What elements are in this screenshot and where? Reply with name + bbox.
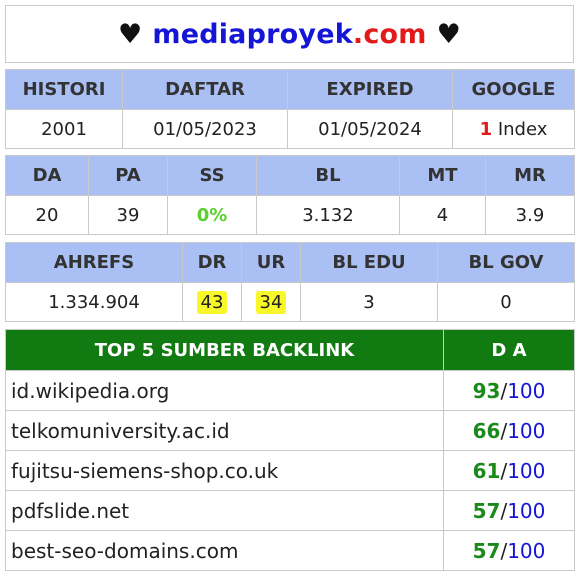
header-ahrefs: AHREFS — [5, 242, 183, 283]
value-dr: 43 — [182, 282, 242, 322]
backlink-da: 93/100 — [443, 370, 575, 411]
history-value-row: 2001 01/05/2023 01/05/2024 1 Index — [5, 109, 575, 149]
backlink-da: 61/100 — [443, 450, 575, 491]
ahrefs-table: AHREFS DR UR BL EDU BL GOV 1.334.904 43 … — [5, 242, 575, 322]
value-bl: 3.132 — [256, 195, 400, 235]
metrics-header-row: DA PA SS BL MT MR — [5, 155, 575, 196]
value-histori: 2001 — [5, 109, 123, 149]
header-mt: MT — [399, 155, 486, 196]
da-separator: / — [500, 378, 508, 403]
value-pa: 39 — [88, 195, 168, 235]
header-bl-gov: BL GOV — [437, 242, 575, 283]
heart-icon: ♥ — [436, 18, 462, 50]
top-backlinks-header-row: TOP 5 SUMBER BACKLINK D A — [5, 329, 575, 371]
backlink-domain[interactable]: best-seo-domains.com — [5, 530, 444, 571]
header-dr: DR — [182, 242, 242, 283]
da-separator: / — [500, 418, 508, 443]
value-ahrefs: 1.334.904 — [5, 282, 183, 322]
table-row: id.wikipedia.org 93/100 — [5, 370, 575, 411]
value-da: 20 — [5, 195, 89, 235]
value-ss: 0% — [167, 195, 257, 235]
table-row: fujitsu-siemens-shop.co.uk 61/100 — [5, 450, 575, 491]
header-top-source: TOP 5 SUMBER BACKLINK — [5, 329, 444, 371]
value-bl-edu: 3 — [300, 282, 438, 322]
header-bl-edu: BL EDU — [300, 242, 438, 283]
da-separator: / — [500, 458, 508, 483]
value-daftar: 01/05/2023 — [122, 109, 288, 149]
value-mt: 4 — [399, 195, 486, 235]
da-score: 57 — [472, 538, 501, 563]
header-da: DA — [5, 155, 89, 196]
history-table: HISTORI DAFTAR EXPIRED GOOGLE 2001 01/05… — [5, 69, 575, 149]
da-score: 93 — [472, 378, 501, 403]
heart-icon: ♥ — [117, 18, 143, 50]
google-index-count: 1 — [479, 118, 493, 140]
backlink-domain[interactable]: telkomuniversity.ac.id — [5, 410, 444, 451]
value-expired: 01/05/2024 — [287, 109, 453, 149]
backlink-da: 57/100 — [443, 490, 575, 531]
da-max: 100 — [507, 538, 546, 563]
header-histori: HISTORI — [5, 69, 123, 110]
metrics-value-row: 20 39 0% 3.132 4 3.9 — [5, 195, 575, 235]
da-max: 100 — [507, 498, 546, 523]
table-row: pdfslide.net 57/100 — [5, 490, 575, 531]
header-ss: SS — [167, 155, 257, 196]
header-google: GOOGLE — [452, 69, 575, 110]
backlink-domain[interactable]: pdfslide.net — [5, 490, 444, 531]
backlink-domain[interactable]: id.wikipedia.org — [5, 370, 444, 411]
value-bl-gov: 0 — [437, 282, 575, 322]
backlink-da: 57/100 — [443, 530, 575, 571]
site-title: ♥ mediaproyek.com ♥ — [5, 5, 574, 63]
da-separator: / — [500, 538, 508, 563]
da-score: 61 — [472, 458, 501, 483]
domain-name-part1: mediaproyek — [152, 18, 353, 50]
table-row: best-seo-domains.com 57/100 — [5, 530, 575, 571]
da-max: 100 — [507, 378, 546, 403]
domain-name[interactable]: mediaproyek.com — [152, 19, 426, 50]
da-score: 57 — [472, 498, 501, 523]
value-ur: 34 — [241, 282, 301, 322]
value-google: 1 Index — [452, 109, 575, 149]
metrics-table: DA PA SS BL MT MR 20 39 0% 3.132 4 3.9 — [5, 155, 575, 235]
dr-highlight: 43 — [196, 290, 228, 314]
google-index-label: Index — [497, 118, 548, 140]
da-max: 100 — [507, 458, 546, 483]
da-score: 66 — [472, 418, 501, 443]
da-max: 100 — [507, 418, 546, 443]
table-row: telkomuniversity.ac.id 66/100 — [5, 410, 575, 451]
header-daftar: DAFTAR — [122, 69, 288, 110]
backlink-domain[interactable]: fujitsu-siemens-shop.co.uk — [5, 450, 444, 491]
ur-highlight: 34 — [255, 290, 287, 314]
backlink-da: 66/100 — [443, 410, 575, 451]
header-pa: PA — [88, 155, 168, 196]
domain-name-part2: .com — [352, 18, 427, 50]
header-expired: EXPIRED — [287, 69, 453, 110]
ahrefs-value-row: 1.334.904 43 34 3 0 — [5, 282, 575, 322]
header-mr: MR — [485, 155, 575, 196]
ahrefs-header-row: AHREFS DR UR BL EDU BL GOV — [5, 242, 575, 283]
history-header-row: HISTORI DAFTAR EXPIRED GOOGLE — [5, 69, 575, 110]
value-mr: 3.9 — [485, 195, 575, 235]
top-backlinks-table: TOP 5 SUMBER BACKLINK D A id.wikipedia.o… — [5, 329, 575, 571]
header-ur: UR — [241, 242, 301, 283]
da-separator: / — [500, 498, 508, 523]
header-top-da: D A — [443, 329, 575, 371]
header-bl: BL — [256, 155, 400, 196]
